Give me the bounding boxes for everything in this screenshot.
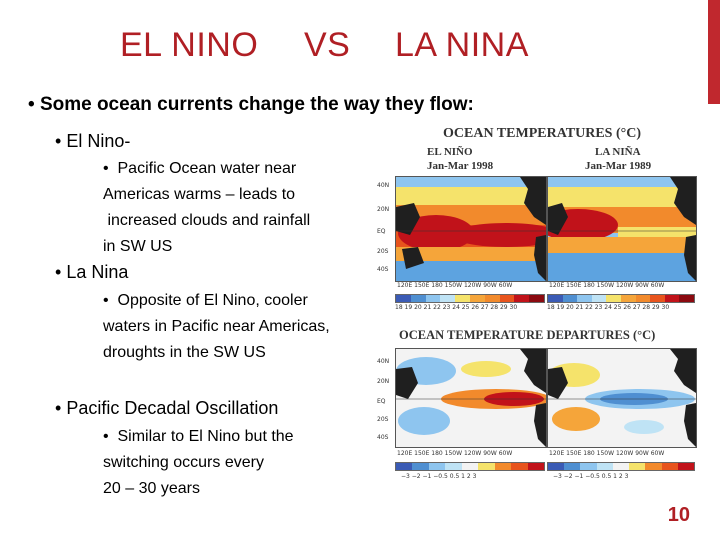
bullet-la-nina-label: La Nina xyxy=(66,262,129,282)
map-graphic xyxy=(396,349,546,447)
lat-label: 20S xyxy=(377,416,389,423)
bullet-el-nino-label: El Nino- xyxy=(66,131,131,151)
el-nino-temperature-map xyxy=(395,176,547,282)
lat-label: 20N xyxy=(377,378,390,385)
anomaly-ticks-right: −3 −2 −1 −0.5 0.5 1 2 3 xyxy=(553,473,629,480)
temperature-colorbar xyxy=(547,294,695,303)
lat-label: 40S xyxy=(377,266,389,273)
el-nino-label: EL NIÑO xyxy=(427,146,473,158)
temp-ticks-right: 18 19 20 21 22 23 24 25 26 27 28 29 30 xyxy=(547,304,670,311)
bullet-dot-icon: • xyxy=(55,262,62,282)
accent-bar xyxy=(708,0,720,104)
lon-labels-right: 120E 150E 180 150W 120W 90W 60W xyxy=(549,282,665,289)
lat-label: 20S xyxy=(377,248,389,255)
anomaly-colorbar xyxy=(395,462,545,471)
lat-label: 40S xyxy=(377,434,389,441)
la-nina-temperature-map xyxy=(547,176,697,282)
el-nino-departure-map xyxy=(395,348,547,448)
lat-label: 20N xyxy=(377,206,390,213)
la-nina-period: Jan-Mar 1989 xyxy=(585,160,652,172)
title-vs: VS xyxy=(304,26,351,64)
subbullet-el-nino-text: • Pacific Ocean water near Americas warm… xyxy=(103,160,311,255)
subbullet-pdo-text: • Similar to El Nino but the switching o… xyxy=(103,428,294,497)
lon-labels-left: 120E 150E 180 150W 120W 90W 60W xyxy=(397,282,513,289)
bullet-dot-icon: • xyxy=(28,94,35,115)
figure-title-bottom: OCEAN TEMPERATURE DEPARTURES (°C) xyxy=(399,328,656,342)
title-el-nino: EL NINO xyxy=(120,26,259,64)
temperature-colorbar xyxy=(395,294,545,303)
bullet-el-nino: • El Nino- xyxy=(55,131,130,152)
page-number: 10 xyxy=(667,504,690,526)
main-bullet-text: Some ocean currents change the way they … xyxy=(39,94,474,115)
la-nina-label: LA NIÑA xyxy=(595,146,641,158)
figure-title-top: OCEAN TEMPERATURES (°C) xyxy=(443,126,641,141)
bullet-dot-icon: • xyxy=(55,131,62,151)
title-la-nina: LA NINA xyxy=(395,26,529,64)
main-bullet: • Some ocean currents change the way the… xyxy=(28,94,474,116)
la-nina-departure-map xyxy=(547,348,697,448)
bullet-la-nina: • La Nina xyxy=(55,262,128,283)
map-graphic xyxy=(396,177,546,281)
anomaly-ticks-left: −3 −2 −1 −0.5 0.5 1 2 3 xyxy=(401,473,477,480)
temp-ticks-left: 18 19 20 21 22 23 24 25 26 27 28 29 30 xyxy=(395,304,518,311)
map-graphic xyxy=(548,349,696,447)
subbullet-la-nina-text: • Opposite of El Nino, cooler waters in … xyxy=(103,292,330,361)
lat-label: EQ xyxy=(377,398,386,405)
lat-label: 40N xyxy=(377,182,390,189)
ocean-temperature-figure: OCEAN TEMPERATURES (°C) EL NIÑO Jan-Mar … xyxy=(373,122,698,494)
map-graphic xyxy=(548,177,696,281)
bullet-dot-icon: • xyxy=(55,398,62,418)
lat-label: EQ xyxy=(377,228,386,235)
bullet-pdo-label: Pacific Decadal Oscillation xyxy=(66,398,279,418)
bullet-pdo: • Pacific Decadal Oscillation xyxy=(55,398,278,419)
lon-labels-left: 120E 150E 180 150W 120W 90W 60W xyxy=(397,450,513,457)
lat-label: 40N xyxy=(377,358,390,365)
lon-labels-right: 120E 150E 180 150W 120W 90W 60W xyxy=(549,450,665,457)
anomaly-colorbar xyxy=(547,462,695,471)
el-nino-period: Jan-Mar 1998 xyxy=(427,160,494,172)
